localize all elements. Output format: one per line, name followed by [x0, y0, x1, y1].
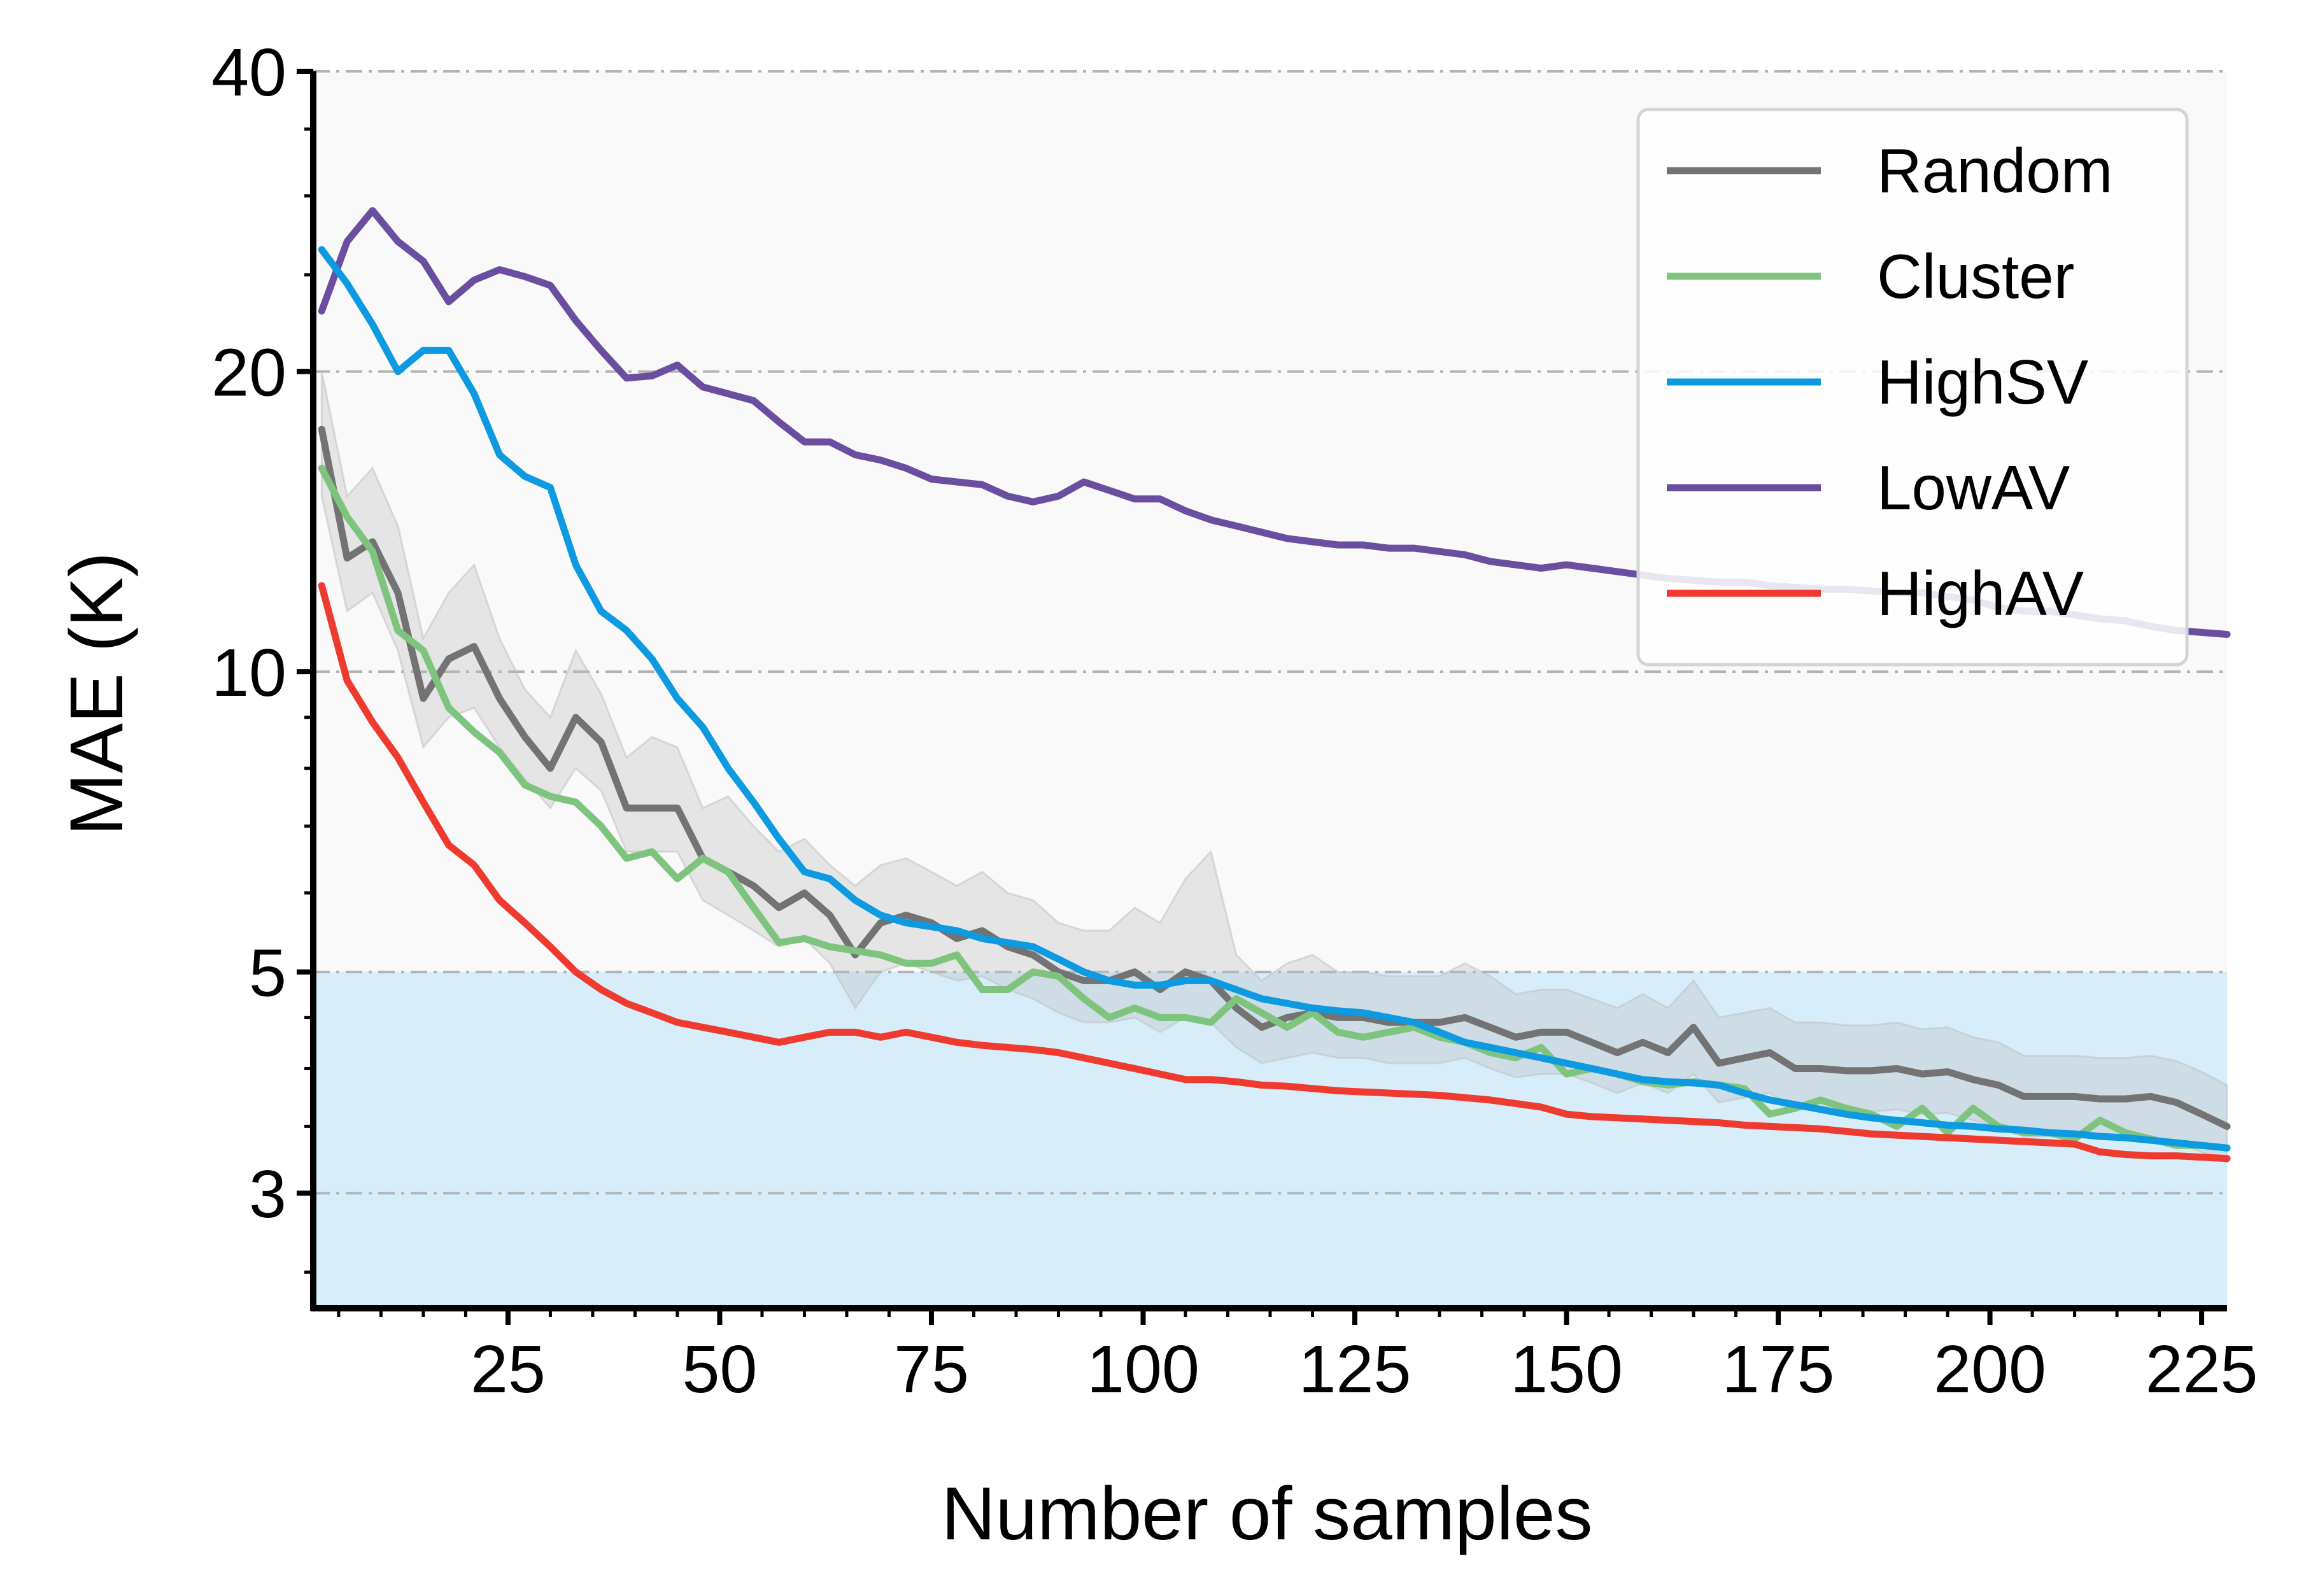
legend-label-lowav: LowAV	[1877, 453, 2070, 523]
x-axis-title: Number of samples	[941, 1472, 1592, 1556]
series-line-highsv	[318, 246, 2231, 1152]
y-axis-title: MAE (K)	[55, 552, 139, 836]
axes: 3 5 10 20 40 25 50 75 100 125 150 175 200 225	[211, 35, 2258, 1407]
y-tick-label-10: 10	[211, 635, 286, 710]
background-region-1	[313, 971, 2227, 1308]
x-tick-label-175: 175	[1722, 1332, 1835, 1407]
x-tick-label-75: 75	[894, 1332, 969, 1407]
x-tick-label-225: 225	[2146, 1332, 2258, 1407]
x-tick-label-100: 100	[1087, 1332, 1199, 1407]
legend-label-cluster: Cluster	[1877, 241, 2074, 311]
y-tick-label-20: 20	[211, 335, 286, 411]
legend: Random Cluster HighSV LowAV HighAV	[1636, 108, 2189, 667]
y-tick-label-5: 5	[249, 936, 286, 1011]
legend-label-highav: HighAV	[1877, 558, 2084, 628]
y-tick-label-40: 40	[211, 35, 286, 110]
series-line-highav	[318, 582, 2231, 1162]
x-tick-label-25: 25	[470, 1332, 546, 1407]
series-line-cluster	[318, 464, 2231, 1152]
legend-label-random: Random	[1877, 136, 2112, 206]
x-tick-label-150: 150	[1510, 1332, 1623, 1407]
legend-box	[1636, 108, 2189, 667]
legend-label-highsv: HighSV	[1877, 347, 2088, 417]
y-tick-label-3: 3	[249, 1157, 286, 1232]
x-tick-label-50: 50	[682, 1332, 757, 1407]
x-tick-label-200: 200	[1934, 1332, 2046, 1407]
x-tick-label-125: 125	[1299, 1332, 1411, 1407]
